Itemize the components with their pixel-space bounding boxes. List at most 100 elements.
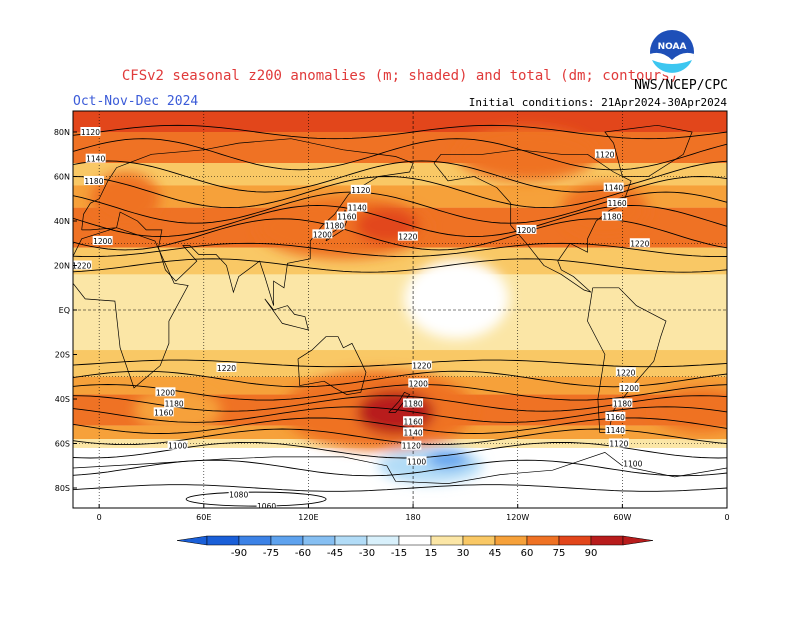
contour-label-bg: [80, 127, 101, 136]
contour-label-text: 1060: [257, 502, 276, 511]
x-tick-label: 0: [97, 513, 102, 522]
x-tick-label: 0: [724, 513, 729, 522]
contour-label: 1180: [83, 175, 104, 186]
contour-label-bg: [85, 153, 106, 163]
contour-label-bg: [629, 238, 650, 248]
contour-label: 1100: [167, 440, 188, 451]
colorbar-label: 30: [457, 548, 470, 559]
contour-label: 1220: [216, 362, 237, 373]
contour-label: 1200: [516, 224, 537, 235]
colorbar-label: 90: [585, 548, 598, 559]
height-contour: [73, 459, 727, 477]
contour-label-bg: [605, 411, 626, 421]
x-tick-label: 60W: [613, 513, 631, 522]
contour-label-bg: [411, 360, 432, 370]
indonesia-coast: [264, 298, 309, 331]
contour-label-text: 1220: [616, 368, 635, 377]
contour-label-text: 1160: [154, 408, 173, 417]
colorbar-swatch: [270, 535, 304, 546]
contour-label-bg: [403, 427, 424, 437]
y-tick-label: 60S: [55, 440, 70, 449]
colorbar-label: 45: [489, 548, 502, 559]
colorbar-arrow-right: [622, 535, 654, 546]
noaa-logo-text: NOAA: [658, 42, 687, 52]
noaa-logo: NOAA: [650, 30, 694, 76]
contour-label: 1120: [350, 184, 371, 195]
contour-label-bg: [608, 438, 629, 448]
contour-label-text: 1180: [602, 213, 621, 222]
source-label: NWS/NCEP/CPC: [634, 78, 728, 93]
contour-label: 1060: [256, 500, 277, 511]
y-tick-label: 20S: [55, 351, 70, 360]
contour-label-text: 1140: [86, 155, 105, 164]
y-tick-label: 80N: [54, 128, 70, 137]
contour-label-text: 1120: [351, 186, 370, 195]
contour-label-bg: [408, 378, 429, 388]
anomaly-blob: [456, 127, 597, 181]
contour-label-bg: [350, 184, 371, 194]
contour-label: 1220: [411, 360, 432, 371]
contour-label-text: 1200: [517, 226, 536, 235]
colorbar-label: -30: [359, 548, 375, 559]
contour-label-bg: [601, 211, 622, 221]
contour-label-text: 1120: [595, 150, 614, 159]
contour-label-bg: [403, 416, 424, 426]
australia-coast: [297, 336, 367, 395]
contour-label: 1140: [85, 153, 106, 164]
colorbar-swatch: [238, 535, 272, 546]
africa-coast: [73, 227, 189, 389]
x-tick-label: 60E: [196, 513, 211, 522]
contour-label-text: 1160: [606, 413, 625, 422]
contour-label: 1100: [622, 458, 643, 469]
y-tick-label: 20N: [54, 262, 70, 271]
contour-label: 1180: [403, 398, 424, 408]
contour-label-text: 1180: [325, 221, 344, 230]
anomaly-blob: [90, 172, 161, 226]
contour-label-bg: [228, 489, 249, 499]
contour-label: 1120: [401, 440, 422, 451]
contour-label: 1220: [629, 238, 650, 248]
contour-label-bg: [603, 182, 624, 192]
contour-label-bg: [256, 500, 277, 508]
height-contour: [73, 258, 727, 273]
contour-label-bg: [622, 458, 643, 468]
contour-label: 1160: [403, 416, 424, 426]
contour-label-text: 1220: [630, 239, 649, 248]
contour-label: 1080: [228, 489, 249, 500]
contour-label-bg: [83, 175, 104, 185]
colorbar-label: -75: [263, 548, 279, 559]
contour-label-text: 1100: [407, 457, 426, 466]
anomaly-map: 1120114011801200122011201140116011801200…: [73, 111, 727, 511]
contour-label-text: 1200: [409, 379, 428, 388]
contour-label-bg: [403, 398, 424, 408]
contour-label-text: 1140: [404, 428, 423, 437]
contour-label-bg: [336, 211, 357, 221]
contour-label-bg: [155, 387, 176, 397]
contour-label-text: 1120: [81, 128, 100, 137]
contour-label-bg: [401, 440, 422, 450]
height-contour: [73, 124, 727, 140]
contour-label-text: 1140: [606, 426, 625, 435]
contour-label: 1140: [347, 202, 368, 213]
contour-label-bg: [406, 456, 427, 466]
contour-label-text: 1160: [608, 199, 627, 208]
contour-label-bg: [397, 231, 418, 241]
colorbar-swatch: [590, 535, 624, 546]
contour-label: 1220: [73, 260, 92, 271]
anomaly-blob: [404, 258, 509, 339]
anomaly-blob: [427, 450, 469, 468]
y-tick-label: 40S: [55, 395, 70, 404]
y-tick-label: 80S: [55, 484, 70, 493]
contour-label-bg: [312, 229, 333, 239]
anomaly-blob: [652, 387, 727, 433]
contour-label-text: 1120: [609, 440, 628, 449]
contour-label: 1200: [619, 382, 640, 393]
contour-label-bg: [516, 224, 537, 234]
contour-label-text: 1180: [165, 399, 184, 408]
contour-label-text: 1200: [156, 388, 175, 397]
contour-label-bg: [167, 440, 188, 450]
contour-label-bg: [164, 398, 185, 408]
colorbar-swatch: [558, 535, 592, 546]
contour-label-text: 1100: [168, 442, 187, 451]
